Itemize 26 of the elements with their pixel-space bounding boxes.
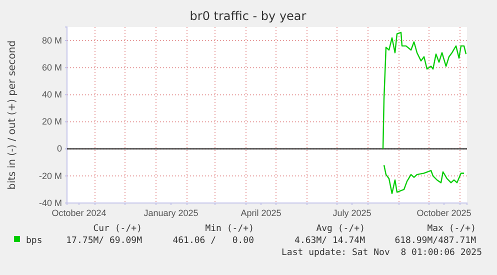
- text: Cur (-/+): [93, 224, 142, 234]
- text: Last update: Sat Nov 8 01:00:06 2025: [282, 248, 482, 258]
- x-tick-label: April 2025: [240, 208, 282, 218]
- legend-label: bps: [26, 236, 42, 246]
- chart-title: br0 traffic - by year: [190, 9, 306, 23]
- text: Avg (-/+): [316, 224, 365, 234]
- text: Max (-/+): [427, 224, 476, 234]
- y-tick-label: 60 M: [42, 62, 62, 72]
- text: Min (-/+): [205, 224, 254, 234]
- x-tick-label: October 2024: [52, 208, 106, 218]
- line-series: [382, 32, 467, 150]
- y-tick-label: 0: [56, 144, 62, 154]
- y-tick-label: 40 M: [42, 90, 62, 100]
- y-tick-label: 80 M: [42, 35, 62, 46]
- line-series: [383, 164, 465, 194]
- y-tick-label: 20 M: [42, 116, 62, 127]
- x-tick-label: July 2025: [332, 208, 372, 218]
- y-axis-title: bits in (-) / out (+) per second: [7, 40, 18, 190]
- text: 618.99M/487.71M: [394, 236, 477, 246]
- text: 461.06 / 0.00: [172, 236, 254, 246]
- y-tick-label: -40 M: [38, 198, 62, 208]
- text: 4.63M/ 14.74M: [294, 236, 366, 246]
- x-tick-label: January 2025: [144, 208, 198, 218]
- x-tick-label: October 2025: [416, 208, 472, 218]
- text: 17.75M/ 69.09M: [66, 236, 143, 246]
- y-tick-label: -20 M: [38, 170, 62, 181]
